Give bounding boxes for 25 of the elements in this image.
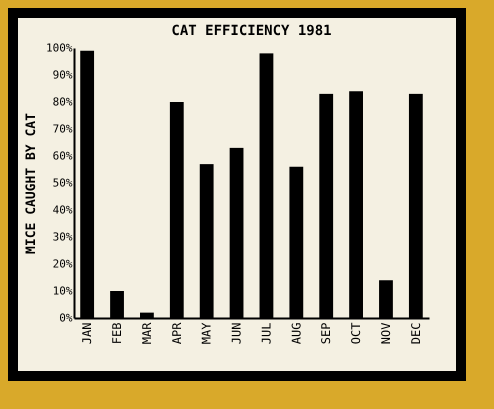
x-tick-label: OCT: [349, 322, 364, 344]
x-tick-label: SEP: [319, 322, 334, 344]
x-tick-label: MAR: [140, 322, 154, 344]
y-tick-label: 20%: [52, 258, 73, 270]
y-tick-label: 50%: [52, 176, 73, 190]
x-tick-label: MAY: [200, 322, 214, 344]
y-axis-title: MICE CAUGHT BY CAT: [24, 112, 40, 254]
y-tick-label: 80%: [52, 96, 73, 108]
x-tick-label: NOV: [378, 322, 393, 344]
x-tick-label: JAN: [80, 322, 94, 344]
y-tick-label: 0%: [59, 312, 73, 324]
x-tick-label: DEC: [408, 322, 423, 344]
y-tick-label: 10%: [52, 284, 73, 298]
y-tick-label: 30%: [52, 230, 73, 244]
chart-title: CAT EFFICIENCY 1981: [171, 23, 332, 39]
y-tick-label: 90%: [52, 68, 73, 82]
y-tick-label: 40%: [52, 204, 73, 216]
x-tick-label: JUL: [259, 322, 274, 344]
y-tick-label: 100%: [46, 42, 73, 54]
x-tick-label: AUG: [289, 322, 304, 344]
y-tick-label: 70%: [52, 122, 73, 136]
x-tick-label: JUN: [230, 322, 244, 344]
x-tick-label: FEB: [110, 322, 124, 344]
x-tick-label: APR: [170, 322, 184, 344]
y-tick-label: 60%: [52, 150, 73, 162]
